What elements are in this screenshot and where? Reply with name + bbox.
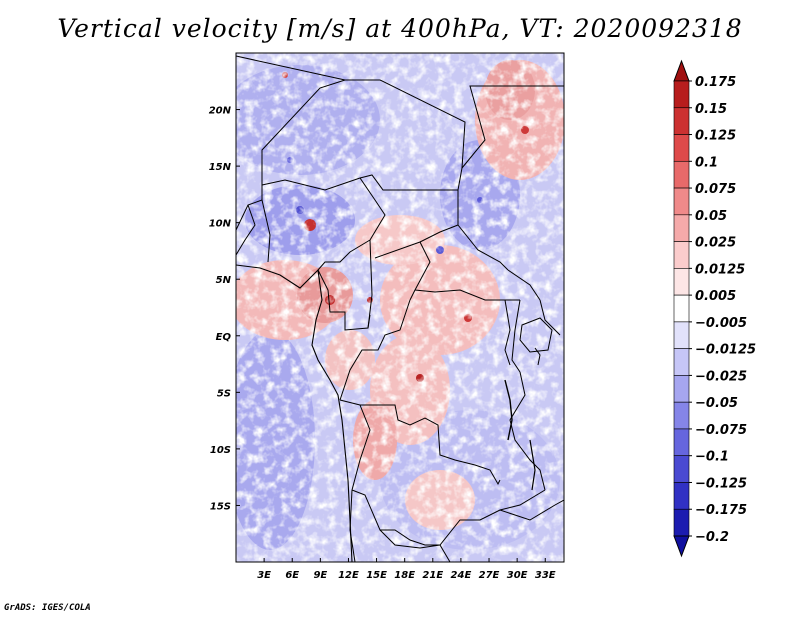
colorbar-label: −0.075 xyxy=(695,423,747,438)
latitude-axis: 20N 15N 10N 5N EQ 5S 10S 15S xyxy=(209,106,240,512)
colorbar-segment xyxy=(673,134,690,162)
lon-tick-label: 9E xyxy=(313,570,327,581)
colorbar-label: 0.125 xyxy=(695,129,736,144)
colorbar-segment xyxy=(673,187,690,216)
colorbar-segment xyxy=(673,375,690,403)
chart-title: Vertical velocity [m/s] at 400hPa, VT: 2… xyxy=(57,14,743,43)
lon-tick-label: 24E xyxy=(451,570,472,581)
lon-tick-label: 18E xyxy=(394,570,415,581)
colorbar-segment xyxy=(673,482,690,510)
colorbar-segment xyxy=(673,268,690,296)
lon-tick-label: 6E xyxy=(285,570,299,581)
colorbar-label: 0.15 xyxy=(695,102,727,117)
lat-tick-label: 15N xyxy=(209,162,232,173)
colorbar-segment xyxy=(673,401,690,430)
colorbar-segment xyxy=(673,455,690,483)
colorbar-segment xyxy=(673,241,690,269)
lat-tick-label: 20N xyxy=(209,106,232,117)
lat-tick-label: EQ xyxy=(216,332,232,343)
map-frame xyxy=(235,52,565,563)
colorbar-max-arrow xyxy=(673,59,690,82)
colorbar-segment xyxy=(673,107,690,135)
colorbar-segment xyxy=(673,80,690,109)
colorbar-label: 0.075 xyxy=(695,182,736,197)
colorbar-label: −0.125 xyxy=(695,476,747,491)
colorbar-label: −0.2 xyxy=(695,530,729,545)
lon-tick-label: 33E xyxy=(535,570,556,581)
colorbar-label: −0.05 xyxy=(695,396,738,411)
colorbar-segment xyxy=(673,160,690,189)
lon-tick-label: 12E xyxy=(338,570,359,581)
lat-tick-label: 15S xyxy=(210,501,231,512)
lat-tick-label: 5N xyxy=(216,275,232,286)
colorbar-label: 0.0125 xyxy=(695,262,745,277)
lon-tick-label: 27E xyxy=(479,570,500,581)
colorbar-label: 0.025 xyxy=(695,236,736,251)
colorbar-label: −0.1 xyxy=(695,450,729,465)
colorbar-min-arrow xyxy=(673,535,690,558)
colorbar-segment xyxy=(673,294,690,323)
colorbar-label: −0.0125 xyxy=(695,343,756,358)
colorbar-label: −0.175 xyxy=(695,503,747,518)
colorbar-segment xyxy=(673,508,690,537)
lat-tick-label: 10S xyxy=(210,445,231,456)
velocity-field xyxy=(236,53,564,562)
lat-tick-label: 5S xyxy=(217,388,231,399)
colorbar-label: 0.175 xyxy=(695,75,736,90)
longitude-axis: 3E 6E 9E 12E 15E 18E 21E 24E 27E 30E 33E xyxy=(257,558,556,581)
lon-tick-label: 15E xyxy=(366,570,387,581)
colorbar-label: 0.05 xyxy=(695,209,727,224)
lon-tick-label: 30E xyxy=(507,570,528,581)
colorbar-segment xyxy=(673,214,690,242)
lon-tick-label: 21E xyxy=(422,570,443,581)
colorbar-label: −0.005 xyxy=(695,316,747,331)
colorbar-segment xyxy=(673,348,690,376)
credit-text: GrADS: IGES/COLA xyxy=(4,603,91,613)
colorbar-label: −0.025 xyxy=(695,369,747,384)
lat-tick-label: 10N xyxy=(209,219,232,230)
colorbar-label: 0.005 xyxy=(695,289,736,304)
lon-tick-label: 3E xyxy=(257,570,271,581)
colorbar-segment xyxy=(673,321,690,349)
colorbar-label: 0.1 xyxy=(695,155,718,170)
colorbar: 0.175 0.15 0.125 0.1 0.075 0.05 0.025 0.0125 0.0… xyxy=(673,59,756,558)
colorbar-segment xyxy=(673,428,690,457)
